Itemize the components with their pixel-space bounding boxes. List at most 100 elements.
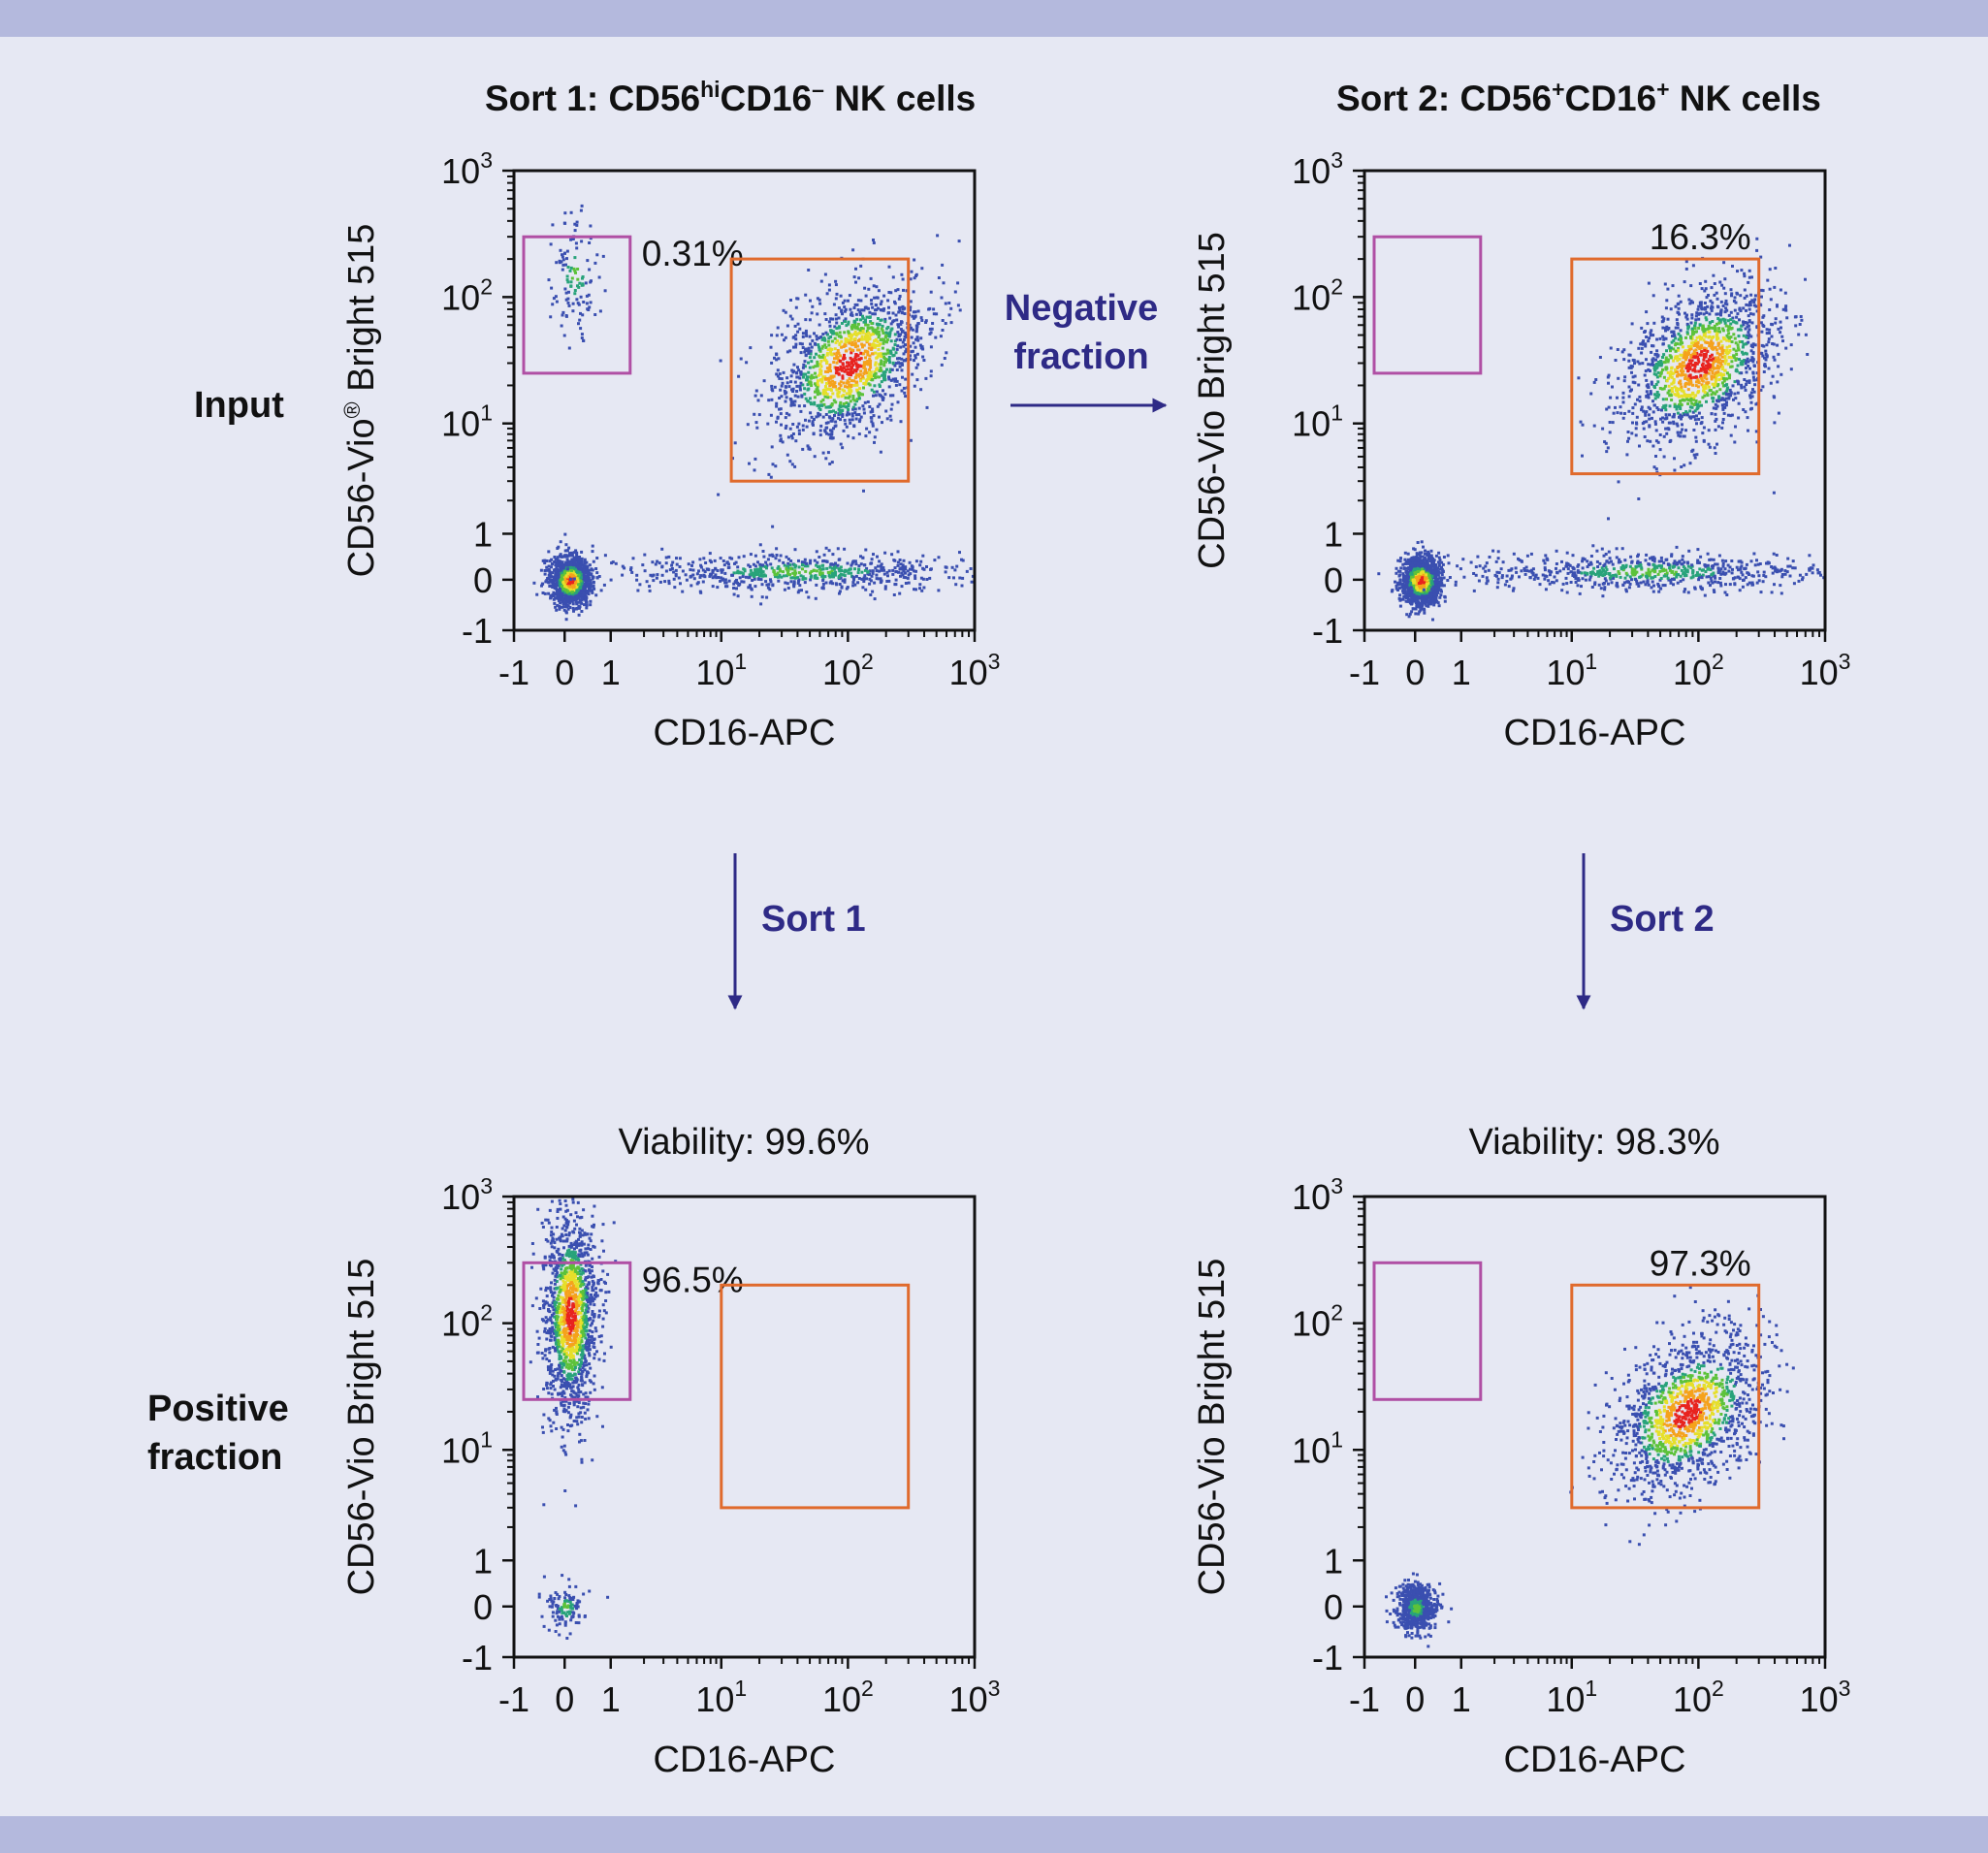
data-point: [732, 571, 736, 575]
data-point: [589, 224, 593, 228]
data-point: [588, 268, 592, 272]
data-point: [901, 304, 905, 308]
data-point: [558, 595, 561, 599]
data-point: [850, 334, 854, 337]
data-point: [758, 568, 762, 572]
x-tick-label: 102: [822, 649, 874, 692]
data-point: [970, 580, 974, 584]
data-point: [847, 372, 850, 376]
data-point: [832, 409, 835, 413]
data-point: [813, 332, 816, 335]
data-point: [841, 301, 845, 304]
data-point: [889, 394, 892, 398]
data-point: [856, 327, 860, 331]
data-point: [1428, 556, 1432, 559]
data-point: [566, 297, 570, 301]
data-point: [880, 359, 883, 363]
data-point: [865, 566, 869, 570]
data-point: [1406, 599, 1410, 603]
data-point: [935, 312, 939, 316]
data-point: [1431, 618, 1434, 622]
data-point: [755, 567, 759, 571]
data-point: [848, 412, 851, 416]
data-point: [882, 568, 886, 572]
data-point: [1439, 584, 1443, 588]
data-point: [920, 345, 924, 349]
data-point: [887, 358, 891, 362]
data-point: [806, 383, 810, 387]
data-point: [868, 405, 872, 408]
data-point: [1398, 559, 1402, 563]
data-point: [1429, 571, 1433, 575]
data-point: [891, 346, 895, 350]
data-point: [879, 308, 882, 311]
data-point: [741, 575, 745, 578]
data-point: [897, 357, 901, 361]
data-point: [809, 578, 813, 582]
data-point: [893, 343, 897, 346]
data-point: [584, 597, 588, 601]
data-point: [893, 566, 897, 570]
data-point: [770, 384, 774, 388]
data-point: [836, 394, 840, 398]
data-point: [1404, 580, 1408, 583]
data-point: [851, 248, 855, 252]
data-point: [971, 574, 975, 578]
data-point: [893, 339, 897, 343]
x-tick-label: 1: [601, 653, 621, 692]
data-point: [872, 414, 876, 418]
data-point: [870, 420, 874, 424]
data-point: [809, 375, 813, 379]
data-point: [1432, 601, 1436, 605]
data-point: [725, 560, 729, 564]
data-point: [900, 330, 904, 334]
data-point: [580, 598, 584, 602]
data-point: [909, 438, 913, 442]
data-point: [786, 587, 790, 590]
data-point: [774, 557, 778, 560]
data-point: [874, 351, 878, 355]
data-point: [796, 581, 800, 585]
data-point: [1396, 581, 1400, 585]
data-point: [877, 323, 880, 327]
data-point: [1395, 566, 1398, 570]
data-point: [889, 351, 893, 355]
data-point: [576, 575, 580, 579]
data-point: [1404, 566, 1408, 570]
data-point: [829, 570, 833, 574]
data-point: [1429, 602, 1433, 606]
data-point: [865, 371, 869, 375]
data-point: [547, 581, 551, 585]
data-point: [866, 363, 870, 367]
data-point: [855, 388, 859, 392]
data-point: [1414, 607, 1418, 611]
data-point: [580, 596, 584, 600]
data-point: [585, 560, 589, 564]
data-point: [579, 566, 583, 570]
data-point: [754, 554, 757, 558]
data-point: [847, 299, 850, 303]
data-point: [847, 331, 850, 335]
data-point: [1424, 602, 1427, 606]
data-point: [667, 579, 671, 583]
data-point: [810, 415, 814, 419]
data-point: [857, 577, 861, 580]
data-point: [871, 305, 875, 309]
data-point: [922, 586, 926, 590]
data-point: [561, 589, 564, 592]
data-point: [848, 418, 851, 422]
data-point: [868, 310, 872, 314]
data-point: [859, 415, 863, 419]
data-point: [553, 601, 557, 605]
data-point: [887, 375, 890, 379]
data-point: [850, 412, 854, 416]
data-point: [768, 554, 772, 558]
data-point: [567, 290, 570, 294]
data-point: [794, 337, 798, 341]
data-point: [914, 577, 917, 580]
data-point: [879, 342, 882, 346]
data-point: [564, 599, 568, 603]
data-point: [835, 361, 839, 365]
data-point: [737, 374, 741, 378]
data-point: [893, 364, 897, 367]
